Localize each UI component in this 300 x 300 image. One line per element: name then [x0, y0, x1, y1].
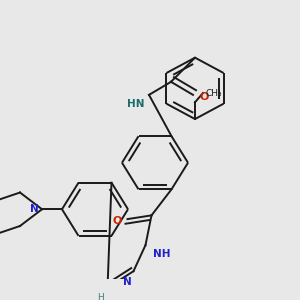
Text: CH₃: CH₃	[205, 88, 222, 98]
Text: N: N	[123, 277, 131, 287]
Text: O: O	[199, 92, 208, 102]
Text: NH: NH	[154, 249, 171, 259]
Text: H: H	[97, 293, 104, 300]
Text: N: N	[30, 204, 39, 214]
Text: HN: HN	[128, 99, 145, 109]
Text: O: O	[112, 216, 122, 226]
